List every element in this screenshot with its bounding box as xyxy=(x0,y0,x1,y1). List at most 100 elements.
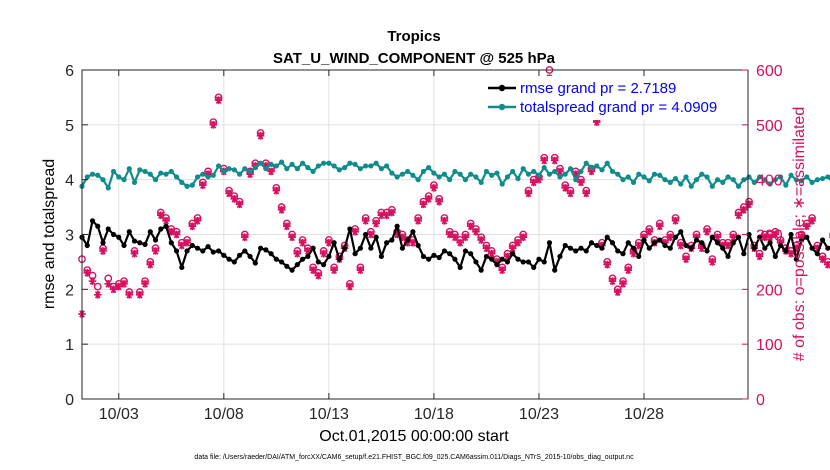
rmse-point xyxy=(110,231,117,238)
totalspread-point xyxy=(573,177,579,183)
totalspread-point xyxy=(252,165,258,171)
y-axis-label-right: # of obs: o=possible; ∗=assimilated xyxy=(791,107,808,361)
totalspread-point xyxy=(368,163,374,169)
rmse-point xyxy=(173,248,180,254)
obs-assimilated-point xyxy=(172,230,181,239)
rmse-point xyxy=(657,237,663,243)
obs-assimilated-point xyxy=(230,195,239,203)
totalspread-point xyxy=(777,174,784,180)
totalspread-point xyxy=(342,165,348,171)
rmse-point xyxy=(263,247,269,253)
rmse-point xyxy=(415,242,421,249)
obs-assimilated-point xyxy=(682,255,690,263)
rmse-point xyxy=(725,253,731,260)
obs-assimilated-point xyxy=(88,277,97,285)
totalspread-point xyxy=(236,171,243,177)
y-tick-label-left: 6 xyxy=(65,63,74,80)
y-tick-label-right: 600 xyxy=(756,63,783,80)
obs-assimilated-point xyxy=(162,216,170,225)
obs-assimilated-point xyxy=(508,244,517,253)
totalspread-point xyxy=(147,171,153,177)
rmse-point xyxy=(305,253,311,260)
totalspread-point xyxy=(819,175,826,182)
obs-assimilated-point xyxy=(734,211,743,220)
obs-assimilated-point xyxy=(351,227,359,236)
rmse-point xyxy=(557,253,563,260)
rmse-point xyxy=(730,240,736,246)
obs-assimilated-point xyxy=(566,189,575,198)
obs-assimilated-point xyxy=(477,236,485,244)
totalspread-point xyxy=(641,174,647,180)
rmse-point xyxy=(704,248,710,254)
totalspread-point xyxy=(478,179,484,186)
totalspread-point xyxy=(184,183,190,189)
totalspread-point xyxy=(704,174,710,180)
rmse-point xyxy=(756,234,763,240)
totalspread-point xyxy=(315,163,321,169)
totalspread-point xyxy=(489,172,495,178)
rmse-point xyxy=(95,223,101,229)
obs-assimilated-point xyxy=(456,238,464,247)
rmse-point xyxy=(788,231,794,238)
y-tick-label-left: 5 xyxy=(65,118,74,135)
obs-assimilated-point xyxy=(561,184,570,192)
totalspread-point xyxy=(536,172,542,178)
totalspread-point xyxy=(263,166,269,172)
obs-assimilated-point xyxy=(645,227,654,236)
totalspread-point xyxy=(363,163,369,169)
obs-assimilated-point xyxy=(755,252,764,261)
totalspread-point xyxy=(142,168,148,175)
rmse-point xyxy=(630,245,637,251)
totalspread-point xyxy=(525,171,532,177)
totalspread-point xyxy=(426,165,432,171)
rmse-point xyxy=(252,260,258,266)
obs-assimilated-point xyxy=(435,197,443,206)
totalspread-point xyxy=(242,166,248,172)
totalspread-point xyxy=(105,185,111,191)
x-tick-label: 10/13 xyxy=(309,406,349,423)
totalspread-point xyxy=(100,177,106,183)
totalspread-point xyxy=(158,170,164,176)
legend: rmse grand pr = 2.7189 totalspread grand… xyxy=(482,76,744,120)
obs-assimilated-point xyxy=(414,216,422,225)
totalspread-point xyxy=(447,177,453,183)
y-tick-label-left: 3 xyxy=(65,228,74,245)
rmse-point xyxy=(819,237,826,243)
totalspread-point xyxy=(152,177,159,183)
totalspread-point xyxy=(583,160,589,166)
rmse-point xyxy=(105,226,111,232)
totalspread-point xyxy=(420,168,427,175)
x-tick-label: 10/03 xyxy=(99,406,139,423)
obs-assimilated-point xyxy=(372,219,380,228)
rmse-point xyxy=(116,234,122,240)
totalspread-point xyxy=(804,174,810,180)
totalspread-point xyxy=(326,160,332,166)
totalspread-point xyxy=(205,174,211,180)
obs-assimilated-point xyxy=(256,132,265,140)
rmse-point xyxy=(184,248,190,254)
obs-assimilated-point xyxy=(235,200,244,209)
totalspread-point xyxy=(441,171,448,177)
totalspread-point xyxy=(179,179,185,186)
series-rmse xyxy=(79,218,830,273)
rmse-point xyxy=(194,245,201,251)
rmse-point xyxy=(242,248,248,254)
obs-assimilated-point xyxy=(771,230,780,239)
obs-assimilated-point xyxy=(498,266,506,274)
rmse-point xyxy=(273,256,279,262)
y-tick-label-right: 400 xyxy=(756,173,783,190)
rmse-point xyxy=(405,237,411,243)
obs-assimilated-point xyxy=(703,227,711,236)
rmse-point xyxy=(515,256,521,262)
rmse-point xyxy=(294,262,300,268)
rmse-point xyxy=(489,256,495,262)
rmse-point xyxy=(688,245,694,251)
y-axis-label-left: rmse and totalspread xyxy=(41,159,58,309)
obs-assimilated-point xyxy=(624,266,633,274)
totalspread-point xyxy=(210,172,216,178)
totalspread-point xyxy=(226,166,232,172)
rmse-point xyxy=(321,262,327,268)
rmse-point xyxy=(389,237,395,243)
obs-assimilated-point xyxy=(361,216,370,225)
totalspread-point xyxy=(173,174,180,180)
